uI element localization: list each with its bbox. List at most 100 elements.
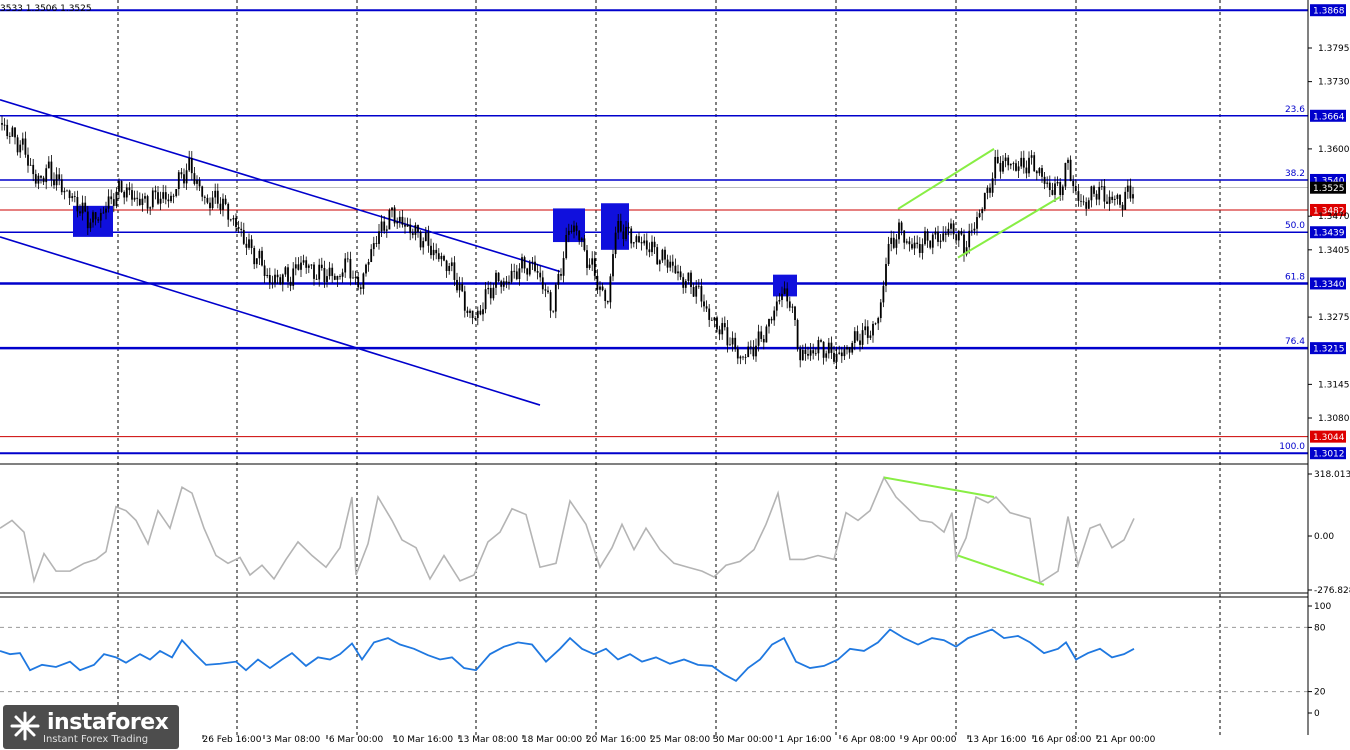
- candle-body: [978, 213, 981, 218]
- horizontal-levels: 1.3868 23.6 1.3664 38.2 1.3540 1.3482 50.0 1.34…: [0, 4, 1346, 460]
- candle-body: [414, 225, 417, 235]
- candle-body: [531, 261, 534, 263]
- candle-body: [339, 276, 341, 277]
- candle-body: [398, 216, 401, 222]
- candle-body: [313, 264, 315, 279]
- candle-body: [851, 342, 854, 353]
- candle-body: [963, 234, 965, 255]
- candle-body: [817, 340, 820, 354]
- candle-body: [716, 317, 718, 330]
- candle-body: [492, 287, 495, 299]
- candle-body: [326, 276, 328, 282]
- channel-line: [897, 148, 995, 210]
- candle-body: [799, 348, 802, 361]
- candle-body: [853, 331, 856, 343]
- candle-body: [523, 257, 526, 269]
- candle-body: [931, 234, 934, 248]
- candle-body: [1054, 183, 1056, 195]
- price-tag: 1.3340: [1313, 280, 1345, 290]
- time-tick-label: 21 Apr 00:00: [1097, 735, 1156, 745]
- candle-body: [6, 124, 9, 137]
- candle-body: [3, 124, 6, 126]
- candle-body: [567, 230, 570, 235]
- candle-body: [1077, 191, 1080, 201]
- candle-body: [684, 280, 687, 288]
- candle-body: [1082, 201, 1085, 203]
- candle-body: [638, 236, 640, 243]
- candle-body: [476, 310, 479, 318]
- time-tick-label: 20 Mar 16:00: [586, 735, 646, 745]
- candle-body: [232, 218, 235, 220]
- candle-body: [934, 231, 937, 235]
- candle-body: [1007, 157, 1010, 166]
- candle-body: [203, 196, 206, 198]
- candle-body: [112, 199, 115, 206]
- candle-body: [495, 272, 497, 288]
- candle-body: [445, 260, 448, 272]
- candle-body: [276, 274, 279, 278]
- candle-body: [705, 306, 708, 309]
- candle-body: [518, 268, 521, 280]
- candle-body: [185, 170, 188, 184]
- time-axis: 26 Feb 16:00 3 Mar 08:00 6 Mar 00:00 10 Mar…: [202, 735, 1156, 745]
- candle-body: [362, 273, 365, 289]
- candle-body: [809, 350, 812, 356]
- candle-body: [435, 249, 438, 254]
- candle-body: [102, 212, 105, 214]
- candle-body: [674, 265, 677, 274]
- time-tick-label: 6 Apr 08:00: [843, 735, 896, 745]
- candle-body: [266, 274, 269, 276]
- candle-body: [671, 261, 674, 266]
- candle-body: [762, 338, 765, 343]
- candle-body: [344, 258, 347, 273]
- candle-body: [19, 144, 22, 153]
- candle-body: [1100, 186, 1103, 187]
- candle-body: [401, 216, 404, 225]
- candle-body: [898, 222, 900, 240]
- candle-body: [196, 180, 198, 184]
- candle-body: [1113, 198, 1116, 200]
- candle-body: [375, 243, 378, 244]
- candle-body: [666, 259, 669, 268]
- candle-body: [393, 207, 396, 224]
- candle-body: [544, 289, 547, 291]
- candle-body: [580, 238, 583, 241]
- price-tag-bg: [1310, 181, 1346, 194]
- candle-body: [107, 196, 110, 209]
- candle-body: [903, 230, 906, 243]
- candle-body: [227, 203, 230, 220]
- candle-body: [939, 240, 942, 242]
- price-tag-bg: [1310, 430, 1346, 443]
- candle-body: [1111, 196, 1114, 200]
- candle-body: [29, 164, 32, 166]
- candle-body: [422, 241, 425, 248]
- candle-body: [198, 180, 201, 187]
- candle-body: [968, 230, 971, 248]
- candle-body: [11, 127, 14, 137]
- candle-body: [341, 272, 344, 277]
- candle-body: [346, 258, 349, 260]
- candle-body: [1028, 157, 1030, 174]
- candle-body: [34, 174, 37, 184]
- candle-body: [521, 257, 523, 269]
- candle-body: [458, 283, 461, 291]
- candle-body: [976, 217, 978, 229]
- candle-body: [703, 301, 705, 307]
- candle-body: [27, 154, 29, 166]
- price-tag: 1.3012: [1313, 450, 1345, 460]
- candle-body: [950, 223, 952, 229]
- time-tick-label: 13 Apr 16:00: [968, 735, 1027, 745]
- cci-panel: 318.013 0.00 -276.828: [0, 470, 1350, 596]
- candle-body: [388, 210, 391, 230]
- price-tick-label: 1.3730: [1318, 78, 1350, 88]
- candle-body: [328, 267, 331, 277]
- candle-body: [367, 262, 370, 265]
- candle-body: [708, 308, 711, 320]
- candle-body: [333, 275, 336, 280]
- candle-body: [892, 237, 895, 248]
- candle-body: [1030, 155, 1033, 158]
- candle-body: [547, 290, 549, 293]
- candle-body: [1022, 157, 1025, 168]
- candle-body: [604, 290, 607, 301]
- candle-body: [872, 323, 874, 336]
